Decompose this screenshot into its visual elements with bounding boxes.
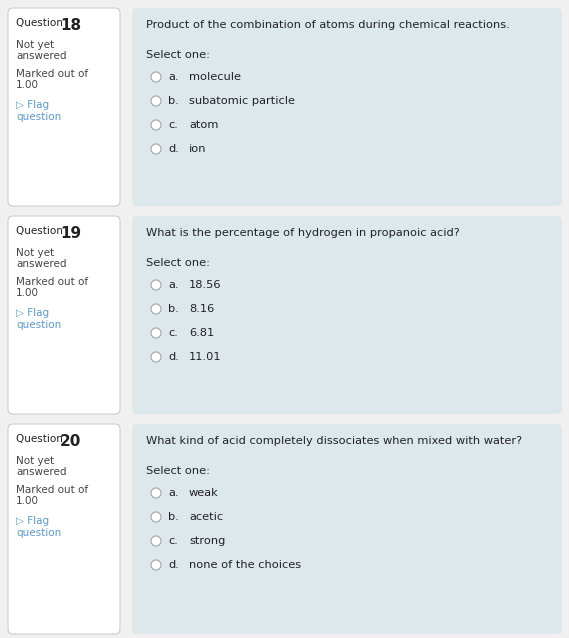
Text: ion: ion (189, 144, 207, 154)
Circle shape (151, 72, 161, 82)
Text: question: question (16, 528, 61, 538)
Circle shape (151, 352, 161, 362)
Text: d.: d. (168, 144, 179, 154)
Text: answered: answered (16, 259, 67, 269)
Text: 1.00: 1.00 (16, 80, 39, 90)
Text: Not yet: Not yet (16, 456, 54, 466)
Circle shape (151, 144, 161, 154)
Text: a.: a. (168, 72, 179, 82)
Text: weak: weak (189, 488, 218, 498)
Text: strong: strong (189, 536, 225, 546)
FancyBboxPatch shape (8, 8, 120, 206)
Text: Marked out of: Marked out of (16, 485, 88, 495)
Text: a.: a. (168, 488, 179, 498)
Text: d.: d. (168, 560, 179, 570)
Text: c.: c. (168, 536, 178, 546)
Circle shape (151, 120, 161, 130)
Text: 1.00: 1.00 (16, 288, 39, 298)
Text: c.: c. (168, 328, 178, 338)
Text: Not yet: Not yet (16, 40, 54, 50)
Text: 8.16: 8.16 (189, 304, 215, 314)
FancyBboxPatch shape (132, 424, 562, 634)
FancyBboxPatch shape (132, 8, 562, 206)
Text: b.: b. (168, 304, 179, 314)
Text: Not yet: Not yet (16, 248, 54, 258)
Text: 6.81: 6.81 (189, 328, 215, 338)
Text: 11.01: 11.01 (189, 352, 221, 362)
FancyBboxPatch shape (8, 216, 120, 414)
Text: d.: d. (168, 352, 179, 362)
Circle shape (151, 512, 161, 522)
Text: 18: 18 (60, 18, 81, 33)
Text: acetic: acetic (189, 512, 223, 522)
Circle shape (151, 280, 161, 290)
Text: Question: Question (16, 226, 66, 236)
Text: ▷ Flag: ▷ Flag (16, 516, 49, 526)
Text: 20: 20 (60, 434, 81, 449)
Text: Product of the combination of atoms during chemical reactions.: Product of the combination of atoms duri… (146, 20, 510, 30)
Text: Marked out of: Marked out of (16, 277, 88, 287)
Text: b.: b. (168, 96, 179, 106)
Text: Marked out of: Marked out of (16, 69, 88, 79)
FancyBboxPatch shape (8, 424, 120, 634)
Text: ▷ Flag: ▷ Flag (16, 308, 49, 318)
Circle shape (151, 488, 161, 498)
Text: b.: b. (168, 512, 179, 522)
Text: ▷ Flag: ▷ Flag (16, 100, 49, 110)
Circle shape (151, 96, 161, 106)
Text: What is the percentage of hydrogen in propanoic acid?: What is the percentage of hydrogen in pr… (146, 228, 460, 238)
Circle shape (151, 328, 161, 338)
Text: question: question (16, 112, 61, 122)
Text: 18.56: 18.56 (189, 280, 221, 290)
Text: answered: answered (16, 51, 67, 61)
Text: subatomic particle: subatomic particle (189, 96, 295, 106)
Text: 1.00: 1.00 (16, 496, 39, 506)
Text: Select one:: Select one: (146, 466, 210, 476)
Text: answered: answered (16, 467, 67, 477)
Text: a.: a. (168, 280, 179, 290)
Text: molecule: molecule (189, 72, 241, 82)
Text: 19: 19 (60, 226, 81, 241)
Text: question: question (16, 320, 61, 330)
Circle shape (151, 560, 161, 570)
Circle shape (151, 304, 161, 314)
Text: What kind of acid completely dissociates when mixed with water?: What kind of acid completely dissociates… (146, 436, 522, 446)
Text: Select one:: Select one: (146, 50, 210, 60)
Circle shape (151, 536, 161, 546)
Text: Question: Question (16, 434, 66, 444)
Text: none of the choices: none of the choices (189, 560, 301, 570)
FancyBboxPatch shape (132, 216, 562, 414)
Text: c.: c. (168, 120, 178, 130)
Text: Select one:: Select one: (146, 258, 210, 268)
Text: atom: atom (189, 120, 218, 130)
Text: Question: Question (16, 18, 66, 28)
